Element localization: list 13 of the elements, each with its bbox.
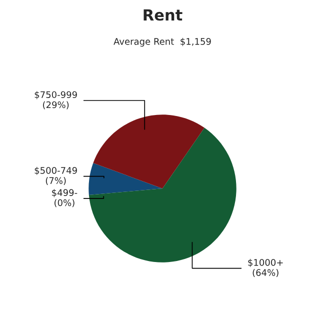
pie-slice (93, 114, 204, 188)
legend-label: $499- (52, 189, 78, 198)
chart-subtitle: Average Rent $1,159 (114, 38, 211, 47)
data-label: (29%) (43, 101, 69, 110)
pie-slice (88, 162, 162, 195)
slice-label: $500-749 (34, 166, 77, 176)
data-label: (7%) (46, 176, 66, 186)
text: (0%) (54, 199, 74, 208)
chart-title: Rent (144, 9, 182, 21)
data-label: (64%) (252, 268, 278, 278)
pie-slice (88, 128, 236, 262)
slice-label: $1000+ (248, 258, 283, 268)
slice-label: $750-999 (34, 91, 77, 100)
